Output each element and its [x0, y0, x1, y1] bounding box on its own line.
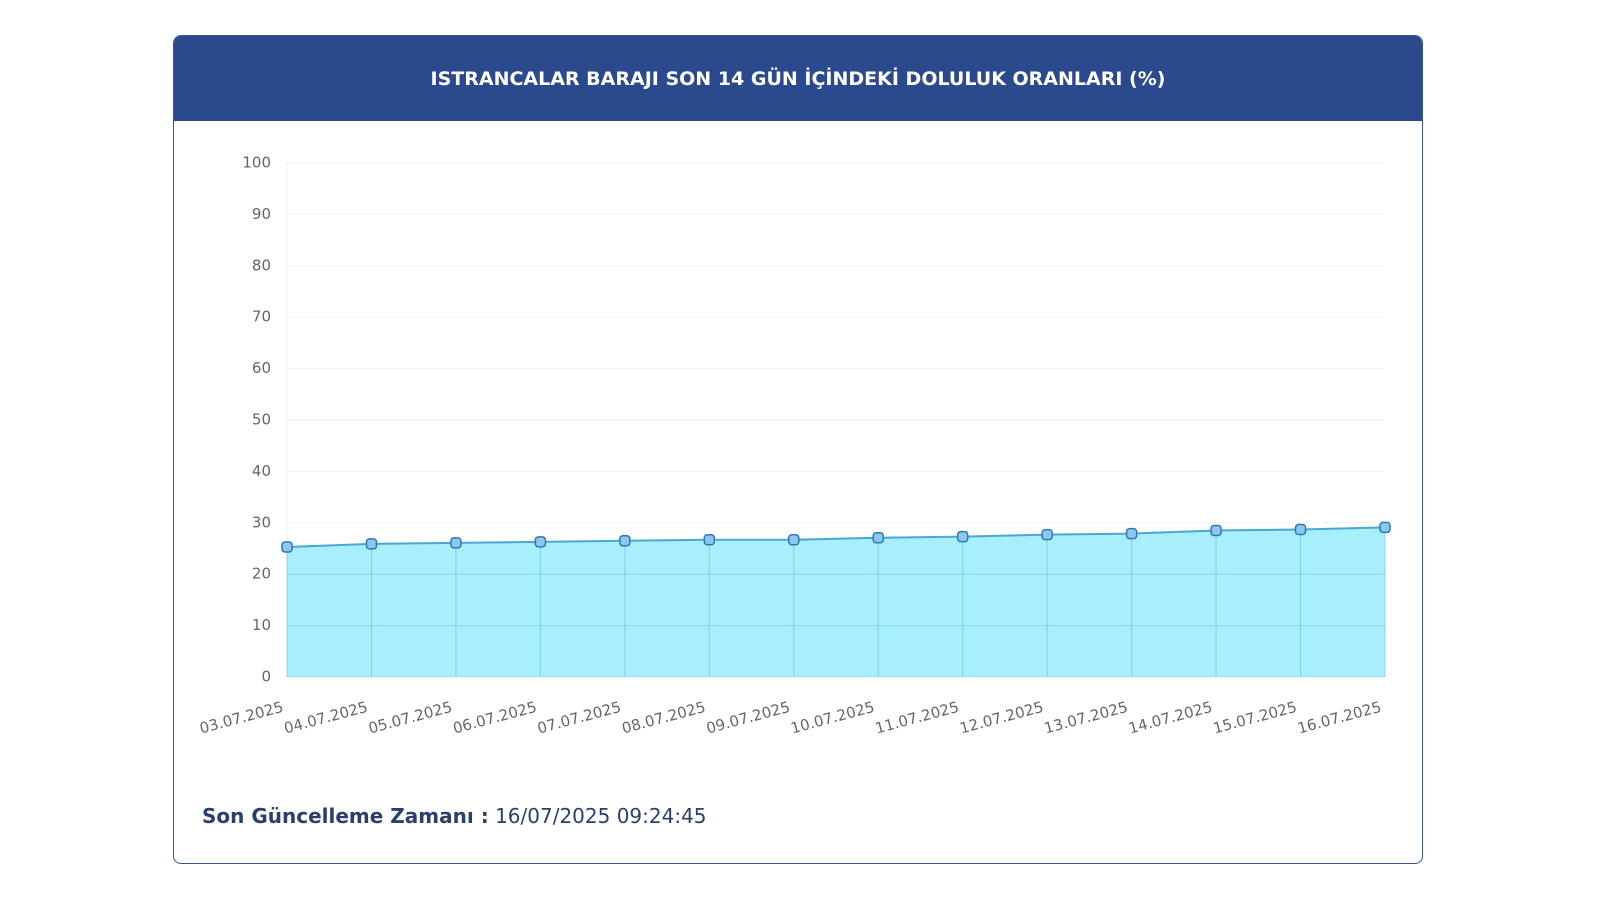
- marker: [788, 534, 800, 546]
- x-tick-label: 03.07.2025: [198, 698, 286, 738]
- y-tick-label: 50: [252, 411, 271, 429]
- y-tick-label: 70: [252, 308, 271, 326]
- y-tick-label: 10: [252, 616, 271, 634]
- x-tick-label: 05.07.2025: [367, 698, 455, 738]
- y-tick-label: 30: [252, 513, 271, 531]
- marker: [619, 535, 631, 547]
- y-tick-label: 80: [252, 256, 271, 274]
- marker: [281, 541, 293, 553]
- x-tick-label: 16.07.2025: [1296, 698, 1384, 738]
- y-tick-label: 90: [252, 205, 271, 223]
- marker: [1379, 521, 1391, 534]
- card: ISTRANCALAR BARAJI SON 14 GÜN İÇİNDEKİ D…: [173, 35, 1423, 864]
- marker: [956, 530, 969, 543]
- y-tick-label: 20: [252, 565, 271, 583]
- y-tick-label: 0: [261, 668, 271, 686]
- y-tick-label: 100: [242, 154, 271, 172]
- y-tick-label: 40: [252, 462, 271, 480]
- marker: [1125, 527, 1138, 540]
- chart-title: ISTRANCALAR BARAJI SON 14 GÜN İÇİNDEKİ D…: [174, 36, 1422, 121]
- marker: [1210, 524, 1222, 537]
- x-tick-label: 14.07.2025: [1127, 698, 1215, 738]
- marker: [703, 534, 716, 546]
- marker: [450, 537, 462, 549]
- x-tick-label: 09.07.2025: [704, 698, 792, 738]
- footer: Son Güncelleme Zamanı : 16/07/2025 09:24…: [202, 804, 707, 828]
- marker: [365, 538, 378, 550]
- footer-value: 16/07/2025 09:24:45: [495, 804, 707, 828]
- x-tick-label: 12.07.2025: [958, 698, 1046, 738]
- marker: [1041, 528, 1053, 541]
- area: [287, 527, 1385, 677]
- line: [286, 526, 1386, 548]
- y-tick-label: 60: [252, 359, 271, 377]
- marker: [872, 531, 884, 544]
- marker: [1294, 523, 1307, 536]
- footer-label: Son Güncelleme Zamanı :: [202, 804, 489, 828]
- x-tick-label: 07.07.2025: [535, 698, 623, 738]
- x-tick-label: 04.07.2025: [282, 698, 370, 738]
- marker: [534, 536, 547, 548]
- x-tick-label: 13.07.2025: [1042, 698, 1130, 738]
- x-tick-label: 11.07.2025: [873, 698, 961, 738]
- x-tick-label: 08.07.2025: [620, 698, 708, 738]
- x-tick-label: 15.07.2025: [1211, 698, 1299, 738]
- x-tick-label: 06.07.2025: [451, 698, 539, 738]
- x-tick-label: 10.07.2025: [789, 698, 877, 738]
